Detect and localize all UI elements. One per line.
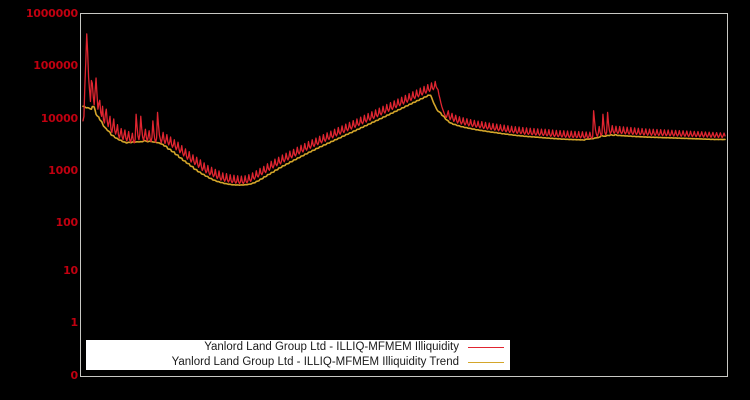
- illiquidity-line: [82, 33, 726, 185]
- legend-entry-illiquidity-trend[interactable]: Yanlord Land Group Ltd - ILLIQ-MFMEM Ill…: [86, 355, 510, 370]
- legend-label-illiquidity-trend: Yanlord Land Group Ltd - ILLIQ-MFMEM Ill…: [171, 356, 459, 368]
- legend: Yanlord Land Group Ltd - ILLIQ-MFMEM Ill…: [86, 340, 510, 370]
- y-tick-10: 10: [63, 264, 78, 277]
- plot-area: [82, 33, 726, 186]
- y-tick-1000000: 1000000: [25, 7, 78, 20]
- legend-entry-illiquidity[interactable]: Yanlord Land Group Ltd - ILLIQ-MFMEM Ill…: [86, 340, 510, 355]
- y-tick-100: 100: [55, 216, 79, 229]
- legend-label-illiquidity: Yanlord Land Group Ltd - ILLIQ-MFMEM Ill…: [204, 341, 459, 353]
- plot-frame: [80, 13, 728, 377]
- y-tick-10000: 10000: [40, 112, 78, 125]
- y-tick-1000: 1000: [48, 164, 78, 177]
- y-tick-100000: 100000: [33, 59, 78, 72]
- trend-line: [82, 94, 726, 186]
- legend-swatch-illiquidity-trend: [468, 362, 504, 363]
- y-tick-1: 1: [70, 316, 79, 329]
- y-axis-labels: 1000000 100000 10000 1000 100 10 1 0: [0, 0, 78, 400]
- legend-swatch-illiquidity: [468, 347, 504, 348]
- y-tick-0: 0: [70, 369, 79, 382]
